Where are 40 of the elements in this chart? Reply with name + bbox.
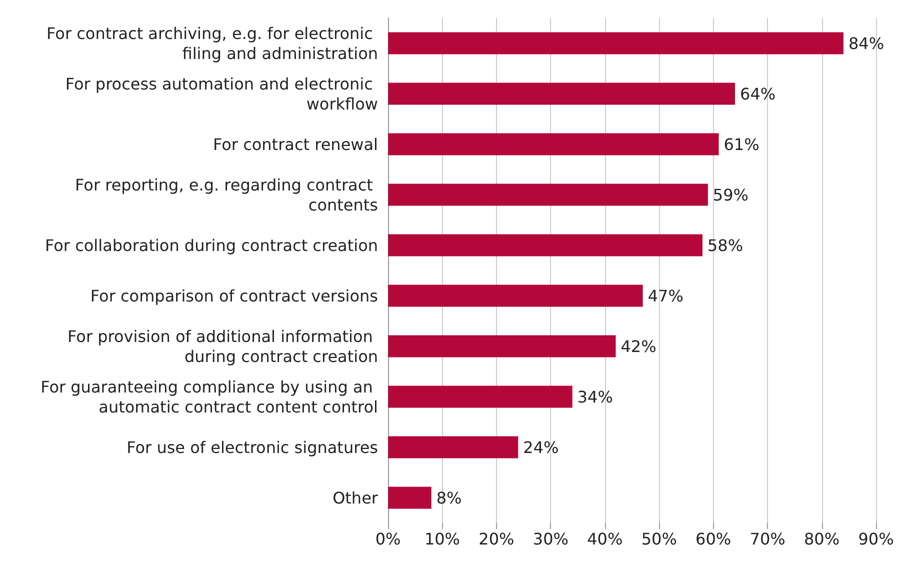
data-label: 42%: [620, 336, 656, 356]
x-tick-label: 90%: [858, 530, 894, 548]
x-tick-label: 60%: [696, 530, 732, 548]
bar: [388, 133, 719, 156]
y-tick-label: For contract archiving, e.g. for electronic filing and administration: [46, 24, 378, 63]
y-tick-label: For reporting, e.g. regarding contract contents: [75, 175, 378, 214]
data-label: 47%: [648, 286, 684, 306]
x-tick-label: 30%: [532, 530, 568, 548]
y-tick-label: For process automation and electronic workflow: [65, 74, 378, 114]
bar: [388, 32, 844, 54]
data-label: 84%: [848, 34, 884, 53]
y-tick-label: For use of electronic signatures: [126, 438, 378, 457]
y-tick-label: For provision of additional information during contract creation: [68, 326, 378, 366]
y-tick-label: For comparison of contract versions: [90, 286, 378, 306]
x-tick-label: 10%: [424, 530, 460, 548]
x-tick-label: 50%: [641, 530, 677, 548]
data-label: 8%: [436, 488, 462, 508]
data-label: 59%: [712, 185, 748, 204]
y-tick-label: Other: [332, 488, 378, 508]
x-tick-label: 20%: [478, 530, 514, 548]
bar: [388, 436, 518, 458]
data-label: 61%: [724, 134, 760, 154]
x-tick-label: 70%: [750, 530, 786, 548]
data-label: 64%: [740, 84, 776, 104]
bar: [388, 184, 708, 206]
x-tick-label: 40%: [587, 530, 623, 548]
bar: [388, 82, 736, 105]
bar: [388, 284, 643, 307]
data-label: 34%: [577, 387, 613, 406]
data-label: 58%: [707, 236, 744, 255]
bar: [388, 335, 616, 358]
y-tick-label: For guaranteeing compliance by using an automatic contract content control: [40, 377, 378, 416]
y-tick-label: For collaboration during contract creation: [45, 236, 378, 255]
bar: [388, 486, 432, 509]
bar: [388, 386, 572, 408]
data-label: 24%: [523, 438, 559, 457]
y-tick-label: For contract renewal: [212, 134, 378, 154]
bar: [388, 234, 702, 256]
x-tick-label: 0%: [375, 530, 401, 548]
x-tick-label: 80%: [804, 530, 840, 548]
